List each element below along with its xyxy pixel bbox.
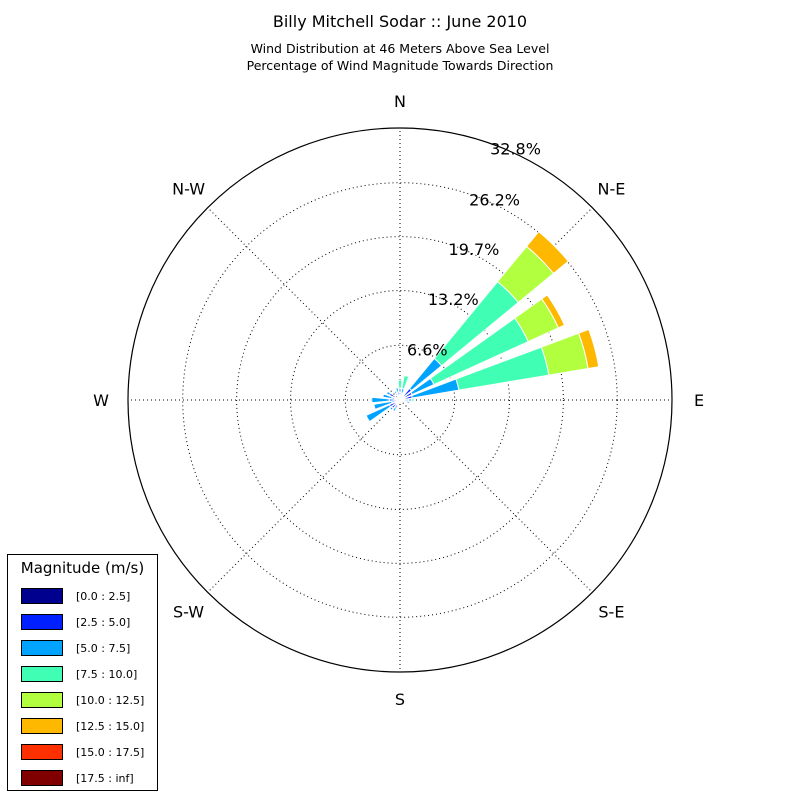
direction-label: S-E [598,602,624,621]
wind-bar-segment [399,400,402,404]
wind-bar-segment [405,400,411,405]
wind-bar-segment [373,400,393,410]
legend-label: [12.5 : 15.0] [76,720,145,733]
wind-bar-segment [385,390,392,396]
chart-subtitle-line-2: Percentage of Wind Magnitude Towards Dir… [246,58,554,73]
direction-label: W [93,391,109,410]
chart-title: Billy Mitchell Sodar :: June 2010 [272,12,528,31]
legend-swatch [21,666,63,682]
wind-bar-segment [397,379,403,389]
ring-label: 26.2% [469,190,520,209]
grid-spoke [399,399,593,593]
legend-swatch [21,692,63,708]
wind-bar-segment [578,328,600,370]
legend-label: [5.0 : 7.5] [76,642,131,655]
wind-bar-segment [382,393,393,400]
chart-subtitle-line-1: Wind Distribution at 46 Meters Above Sea… [250,41,550,56]
legend-label: [7.5 : 10.0] [76,668,138,681]
legend-label: [2.5 : 5.0] [76,616,131,629]
legend-swatch [21,718,63,734]
direction-label: N-W [172,180,205,199]
direction-label: E [694,391,704,410]
ring-label: 6.6% [407,340,448,359]
outer-circle [127,127,673,673]
legend-swatch [21,770,63,786]
wind-bar-segment [371,396,390,404]
ring-label: 32.8% [490,140,541,159]
wind-bar-segment [398,387,402,394]
ring-label: 13.2% [428,290,479,309]
legend-label: [10.0 : 12.5] [76,694,145,707]
grid-circle [344,344,456,456]
grid-circle [182,182,618,618]
wind-bar-segment [525,231,569,275]
legend-label: [17.5 : inf] [76,772,134,785]
legend-label: [0.0 : 2.5] [76,590,131,603]
direction-label: S [395,690,405,709]
legend-title: Magnitude (m/s) [20,559,145,577]
wind-bar-segment [393,390,398,395]
wind-bar-segment [365,404,392,423]
ring-label: 19.7% [449,240,500,259]
grid-spoke [207,207,401,401]
wind-bar-segment [389,406,394,411]
wind-bar-segment [541,294,566,329]
legend-swatch [21,588,63,604]
wind-bar-segment [401,374,410,390]
legend-swatch [21,640,63,656]
grid-spoke [207,399,401,593]
legend-swatch [21,744,63,760]
direction-label: S-W [173,602,204,621]
direction-label: N [394,92,406,111]
direction-label: N-E [597,180,625,199]
grid-circle [236,236,564,564]
wind-bar-segment [392,406,397,412]
legend-label: [15.0 : 17.5] [76,746,145,759]
wind-bar-segment [411,398,415,402]
legend: Magnitude (m/s) [0.0 : 2.5] [2.5 : 5.0] … [7,554,158,791]
legend-swatch [21,614,63,630]
wind-bar-segment [395,387,400,393]
